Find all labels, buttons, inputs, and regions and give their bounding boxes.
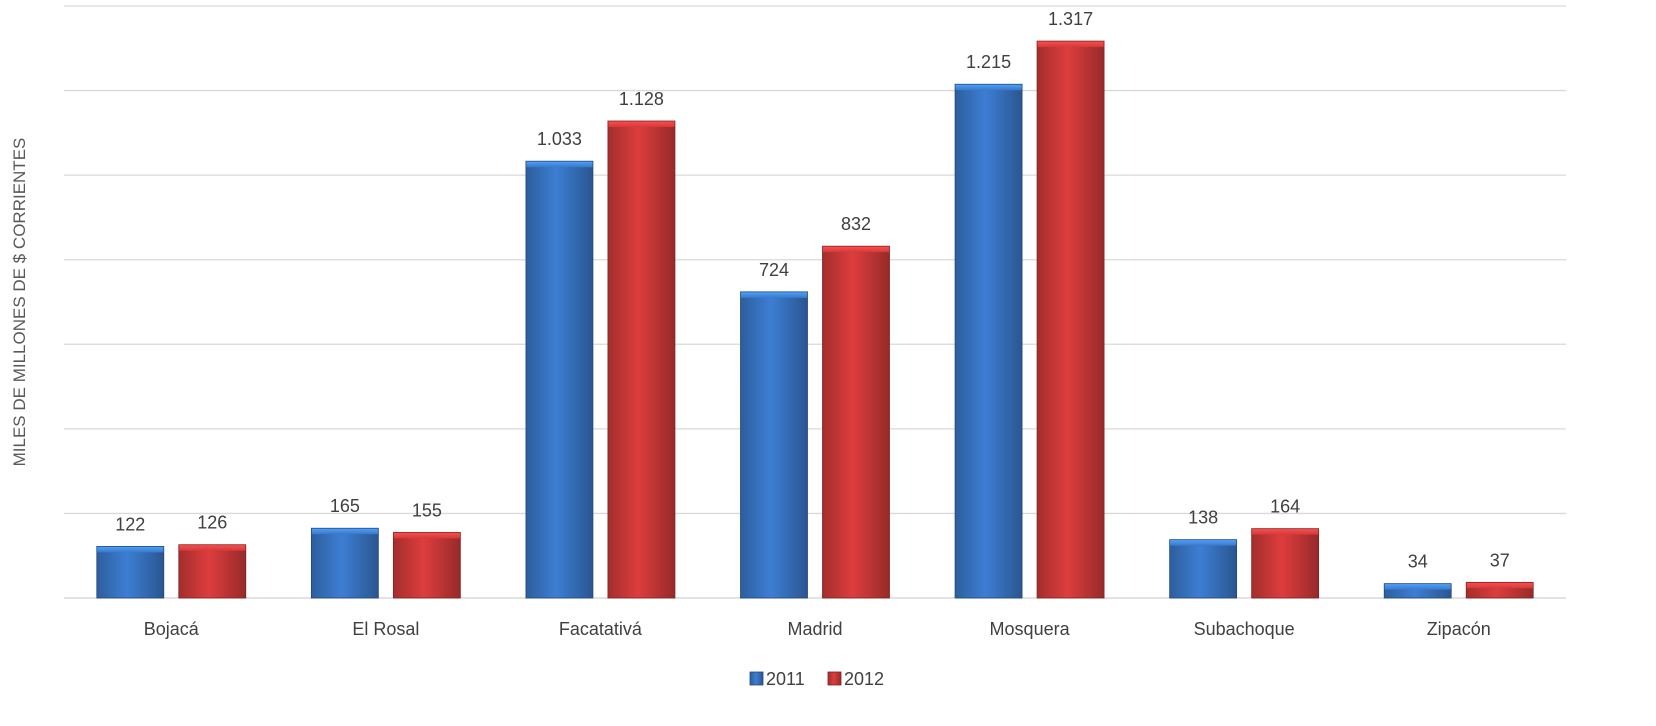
bar xyxy=(607,120,676,599)
bar-body xyxy=(525,161,593,598)
bar-cap xyxy=(1251,528,1319,535)
bar-body xyxy=(1037,41,1105,598)
legend-label: 2012 xyxy=(844,669,884,689)
bar xyxy=(1169,539,1238,599)
bar-outline xyxy=(525,160,594,599)
data-labels: 122 126 165 155 1.033 1.128 724 832 1.215 1.317 13… xyxy=(115,9,1509,572)
bar-outline xyxy=(310,527,379,599)
bar-body xyxy=(955,84,1023,598)
bar xyxy=(1465,581,1534,599)
bar-body xyxy=(607,121,675,598)
bar xyxy=(392,532,461,599)
y-axis-title-group: MILES DE MILLONES DE $ CORRIENTES xyxy=(10,138,29,467)
bar xyxy=(178,544,247,599)
bar xyxy=(1383,583,1452,599)
bar-body xyxy=(1169,539,1237,598)
bars xyxy=(96,40,1534,599)
bar-cap xyxy=(607,121,675,128)
bar-outline xyxy=(1251,528,1320,599)
data-label: 724 xyxy=(759,260,789,280)
data-label: 155 xyxy=(412,500,442,520)
data-label: 832 xyxy=(841,214,871,234)
data-label: 34 xyxy=(1408,552,1428,572)
bar xyxy=(1251,528,1320,599)
category-label: Facatativá xyxy=(559,619,643,639)
bar-cap xyxy=(1037,41,1105,48)
gridlines xyxy=(64,5,1566,599)
bar-cap xyxy=(955,84,1023,91)
bar-body xyxy=(1251,528,1319,598)
bar-cap xyxy=(1384,583,1452,590)
data-label: 164 xyxy=(1270,497,1300,517)
bar-outline xyxy=(740,291,808,599)
data-label: 122 xyxy=(115,514,145,534)
bar-body xyxy=(822,246,890,598)
bar-body xyxy=(311,528,379,598)
bar xyxy=(525,160,594,599)
bar-cap xyxy=(740,291,808,298)
bar-cap xyxy=(822,246,890,253)
bar xyxy=(310,527,379,599)
bar-outline xyxy=(96,546,165,599)
data-label: 165 xyxy=(330,496,360,516)
category-label: Subachoque xyxy=(1194,619,1295,639)
legend-label: 2011 xyxy=(766,669,805,689)
data-label: 1.215 xyxy=(966,52,1011,72)
bar-cap xyxy=(393,532,461,539)
bar-cap xyxy=(1466,582,1534,589)
bar xyxy=(1036,40,1105,599)
bar-outline xyxy=(1036,40,1105,599)
category-axis-labels: Bojacá El Rosal Facatativá Madrid Mosquera Su… xyxy=(144,619,1491,639)
bar-cap xyxy=(178,544,246,551)
bar-outline xyxy=(392,532,461,599)
data-label: 1.128 xyxy=(619,89,664,109)
data-label: 1.317 xyxy=(1048,9,1093,29)
bar-outline xyxy=(954,83,1023,599)
legend-swatch xyxy=(827,671,842,686)
bar-outline xyxy=(1383,583,1452,599)
bar-cap xyxy=(1169,539,1237,546)
legend-swatch xyxy=(749,671,764,686)
bar-outline xyxy=(822,245,890,599)
bar-cap xyxy=(525,161,593,168)
bar-body xyxy=(178,544,246,598)
legend-item: 2012 xyxy=(827,669,884,689)
bar-outline xyxy=(178,544,247,599)
data-label: 37 xyxy=(1490,550,1510,570)
bar-body xyxy=(740,291,808,598)
category-label: El Rosal xyxy=(352,619,419,639)
bar-outline xyxy=(1169,539,1238,599)
y-axis-title: MILES DE MILLONES DE $ CORRIENTES xyxy=(10,138,29,467)
category-label: Zipacón xyxy=(1427,619,1491,639)
data-label: 126 xyxy=(197,513,227,533)
bar-cap xyxy=(311,528,379,535)
bar-outline xyxy=(607,120,676,599)
legend-item: 2011 xyxy=(749,669,805,689)
legend: 2011 2012 xyxy=(749,669,884,689)
data-label: 138 xyxy=(1188,508,1218,528)
category-label: Bojacá xyxy=(144,619,200,639)
bar xyxy=(96,546,165,599)
category-label: Mosquera xyxy=(990,619,1071,639)
bar xyxy=(740,291,808,599)
bar-outline xyxy=(1465,581,1534,599)
bar xyxy=(954,83,1023,599)
data-label: 1.033 xyxy=(537,129,582,149)
bar-body xyxy=(393,532,461,598)
bar-cap xyxy=(96,546,164,553)
category-label: Madrid xyxy=(787,619,842,639)
bar xyxy=(822,245,890,599)
bar-body xyxy=(96,546,164,598)
